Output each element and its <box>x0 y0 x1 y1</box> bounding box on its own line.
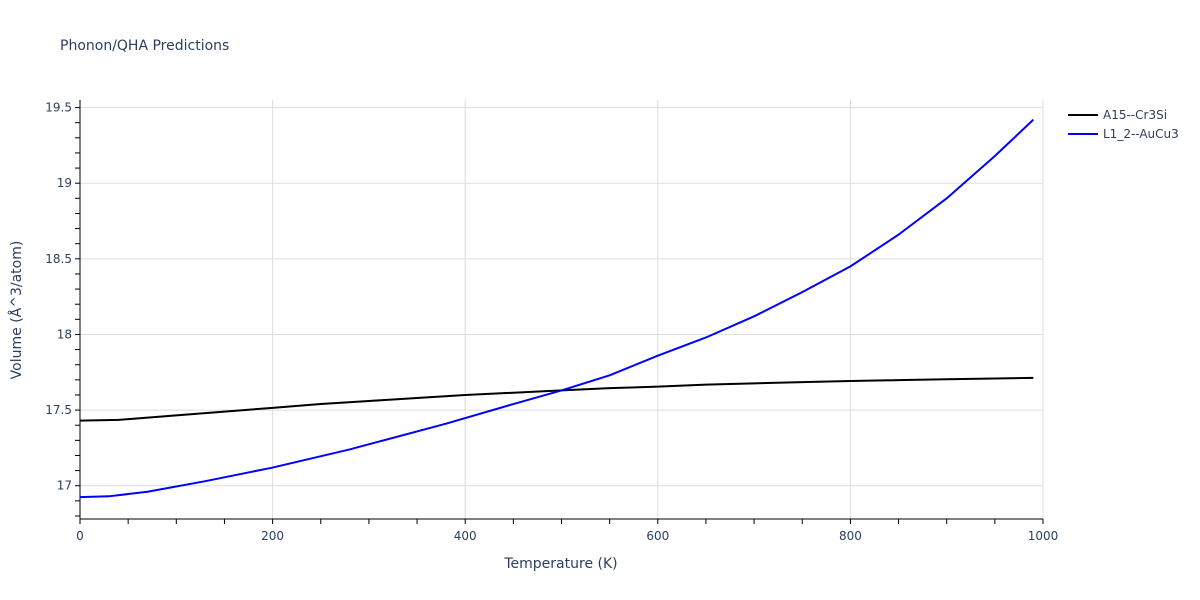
y-tick-label: 17 <box>57 479 72 493</box>
chart-title: Phonon/QHA Predictions <box>60 38 229 54</box>
series-line <box>79 376 1034 422</box>
legend-item[interactable]: L1_2--AuCu3 <box>1068 127 1179 141</box>
grid <box>80 100 1044 519</box>
y-tick-label: 19 <box>57 176 72 190</box>
legend-item[interactable]: A15--Cr3Si <box>1068 108 1167 122</box>
x-axis-title: Temperature (K) <box>503 556 617 572</box>
y-tick-label: 18 <box>57 327 72 341</box>
y-tick-label: 19.5 <box>45 101 72 115</box>
legend-label: L1_2--AuCu3 <box>1103 127 1179 141</box>
x-tick-label: 0 <box>76 529 84 543</box>
x-tick-label: 400 <box>454 529 477 543</box>
y-tick-label: 18.5 <box>45 252 72 266</box>
series-line <box>79 118 1035 499</box>
x-tick-label: 800 <box>839 529 862 543</box>
x-tick-label: 200 <box>261 529 284 543</box>
legend[interactable]: A15--Cr3Si L1_2--AuCu3 <box>1068 108 1179 141</box>
y-tick-label: 17.5 <box>45 403 72 417</box>
legend-label: A15--Cr3Si <box>1103 108 1167 122</box>
series-layer <box>79 118 1035 499</box>
x-tick-label: 600 <box>646 529 669 543</box>
x-tick-label: 1000 <box>1028 529 1059 543</box>
axes: 0 200 400 600 800 1000 17 17.5 18 18.5 19 19.5 <box>45 100 1058 543</box>
y-axis-title: Volume (Å^3/atom) <box>8 241 25 380</box>
